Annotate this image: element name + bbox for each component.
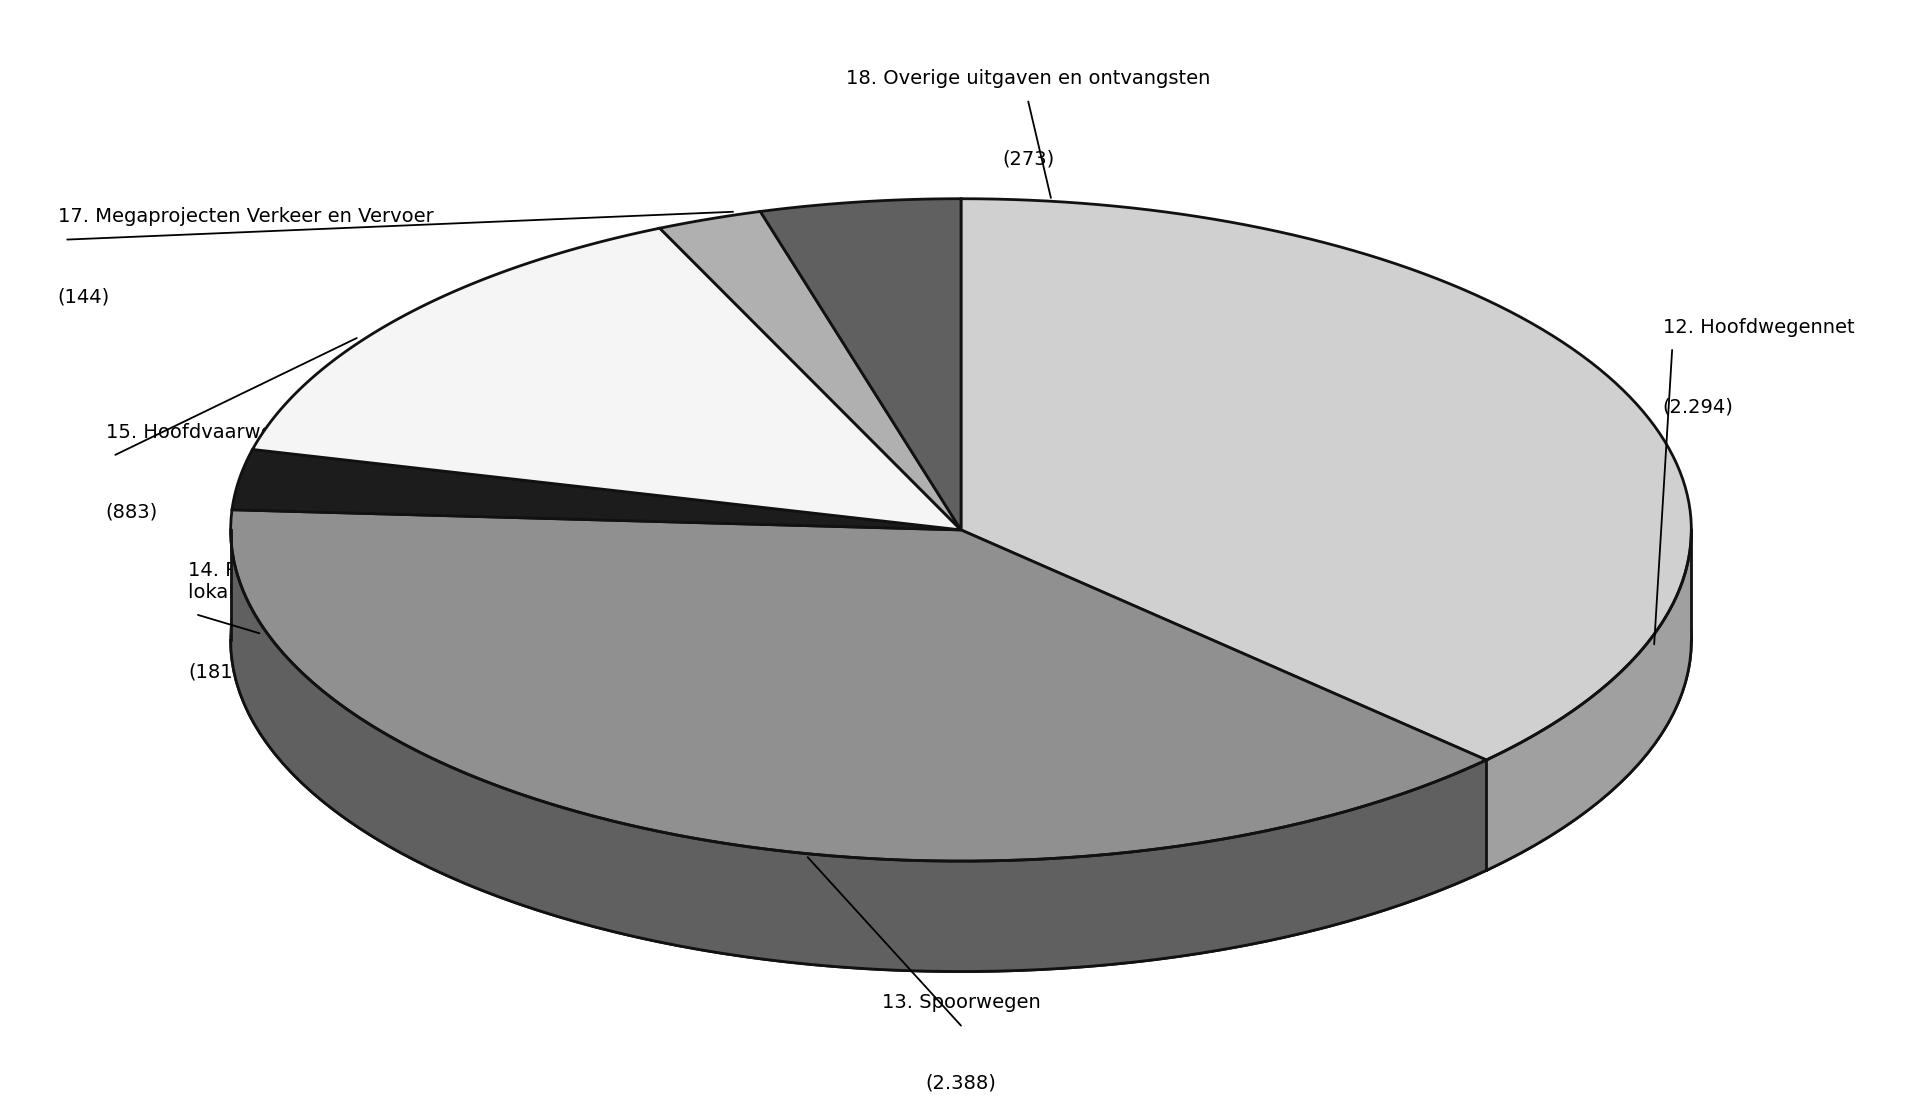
Text: (181): (181) [188, 662, 240, 681]
Polygon shape [659, 212, 961, 530]
Polygon shape [761, 199, 961, 530]
Text: 12. Hoofdwegennet: 12. Hoofdwegennet [1663, 318, 1855, 337]
Text: (273): (273) [1001, 149, 1055, 168]
Text: (883): (883) [106, 502, 158, 521]
Text: (2.294): (2.294) [1663, 397, 1734, 416]
Text: 13. Spoorwegen: 13. Spoorwegen [882, 994, 1040, 1012]
Text: 18. Overige uitgaven en ontvangsten: 18. Overige uitgaven en ontvangsten [846, 70, 1211, 88]
Polygon shape [231, 530, 1486, 972]
Polygon shape [761, 309, 961, 640]
Polygon shape [233, 449, 961, 530]
Polygon shape [961, 199, 1691, 760]
Polygon shape [231, 510, 1486, 861]
Text: (2.388): (2.388) [926, 1073, 996, 1092]
Text: 17. Megaprojecten Verkeer en Vervoer: 17. Megaprojecten Verkeer en Vervoer [58, 208, 432, 226]
Text: 14. Regionaal,
lokale infrastructuur: 14. Regionaal, lokale infrastructuur [188, 561, 386, 602]
Polygon shape [961, 309, 1691, 870]
Polygon shape [252, 339, 961, 640]
Polygon shape [659, 322, 961, 640]
Text: (144): (144) [58, 287, 110, 306]
Polygon shape [1486, 539, 1691, 870]
Text: 15. Hoofdvaarwegennet: 15. Hoofdvaarwegennet [106, 423, 340, 442]
Polygon shape [233, 560, 961, 640]
Polygon shape [252, 229, 961, 530]
Polygon shape [231, 620, 1486, 972]
